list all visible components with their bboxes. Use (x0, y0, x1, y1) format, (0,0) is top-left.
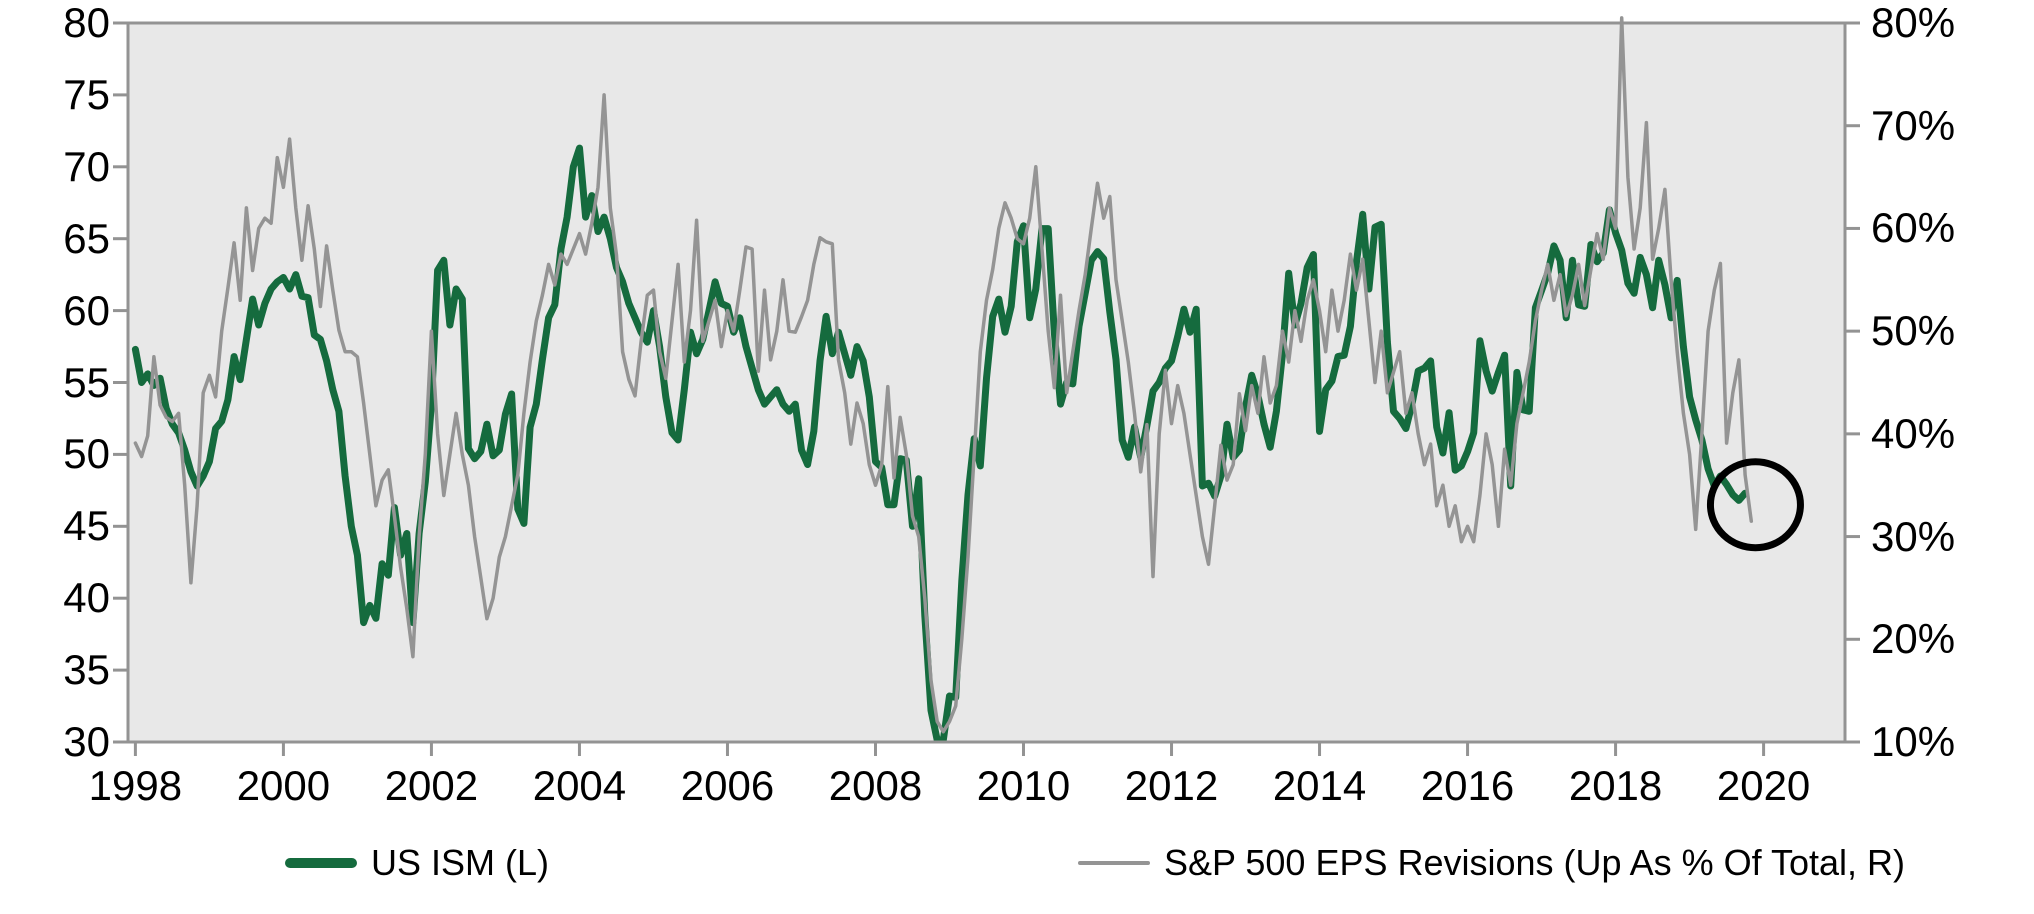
legend-swatch (1078, 861, 1150, 865)
left-axis-label: 80 (63, 0, 110, 46)
right-axis-label: 20% (1871, 615, 1956, 663)
legend-item: S&P 500 EPS Revisions (Up As % Of Total,… (1078, 840, 1905, 886)
x-axis-label: 2008 (828, 762, 923, 809)
left-axis-label: 60 (63, 286, 110, 334)
right-axis-label: 10% (1871, 718, 1956, 765)
us-ism-line (131, 144, 1749, 744)
x-axis-label: 1998 (88, 762, 183, 809)
legend-label: S&P 500 EPS Revisions (Up As % Of Total,… (1164, 842, 1905, 883)
x-axis-label: 2010 (976, 762, 1071, 809)
left-axis-label: 35 (63, 646, 110, 694)
x-axis-label: 2006 (680, 762, 775, 809)
right-axis-label: 60% (1871, 204, 1956, 252)
left-axis-label: 55 (63, 358, 110, 406)
x-axis-label: 2014 (1272, 762, 1367, 809)
left-axis-label: 50 (63, 430, 110, 478)
left-axis-label: 30 (63, 718, 110, 765)
right-axis-label: 70% (1871, 101, 1956, 149)
eps-revisions-line (133, 16, 1754, 734)
plot-area (113, 16, 1860, 756)
right-axis-label: 40% (1871, 409, 1956, 457)
right-axis-label: 50% (1871, 307, 1956, 355)
legend-item: US ISM (L) (285, 840, 549, 886)
right-axis-label: 30% (1871, 512, 1956, 560)
x-axis-label: 2016 (1420, 762, 1515, 809)
legend-label: US ISM (L) (371, 842, 550, 883)
right-axis-label: 80% (1871, 0, 1956, 46)
plot-frame (126, 21, 1847, 744)
x-axis-label: 2018 (1568, 762, 1663, 809)
left-axis-label: 65 (63, 214, 110, 262)
x-axis-label: 2002 (384, 762, 479, 809)
left-axis-label: 70 (63, 142, 110, 190)
legend-swatch (285, 858, 357, 868)
left-axis-label: 75 (63, 70, 110, 118)
left-axis-label: 40 (63, 574, 110, 622)
x-axis-label: 2004 (532, 762, 627, 809)
x-axis-label: 2020 (1716, 762, 1811, 809)
x-axis-label: 2012 (1124, 762, 1219, 809)
annotation-circle (1706, 458, 1804, 552)
x-axis-label: 2000 (236, 762, 331, 809)
left-axis-label: 45 (63, 502, 110, 550)
